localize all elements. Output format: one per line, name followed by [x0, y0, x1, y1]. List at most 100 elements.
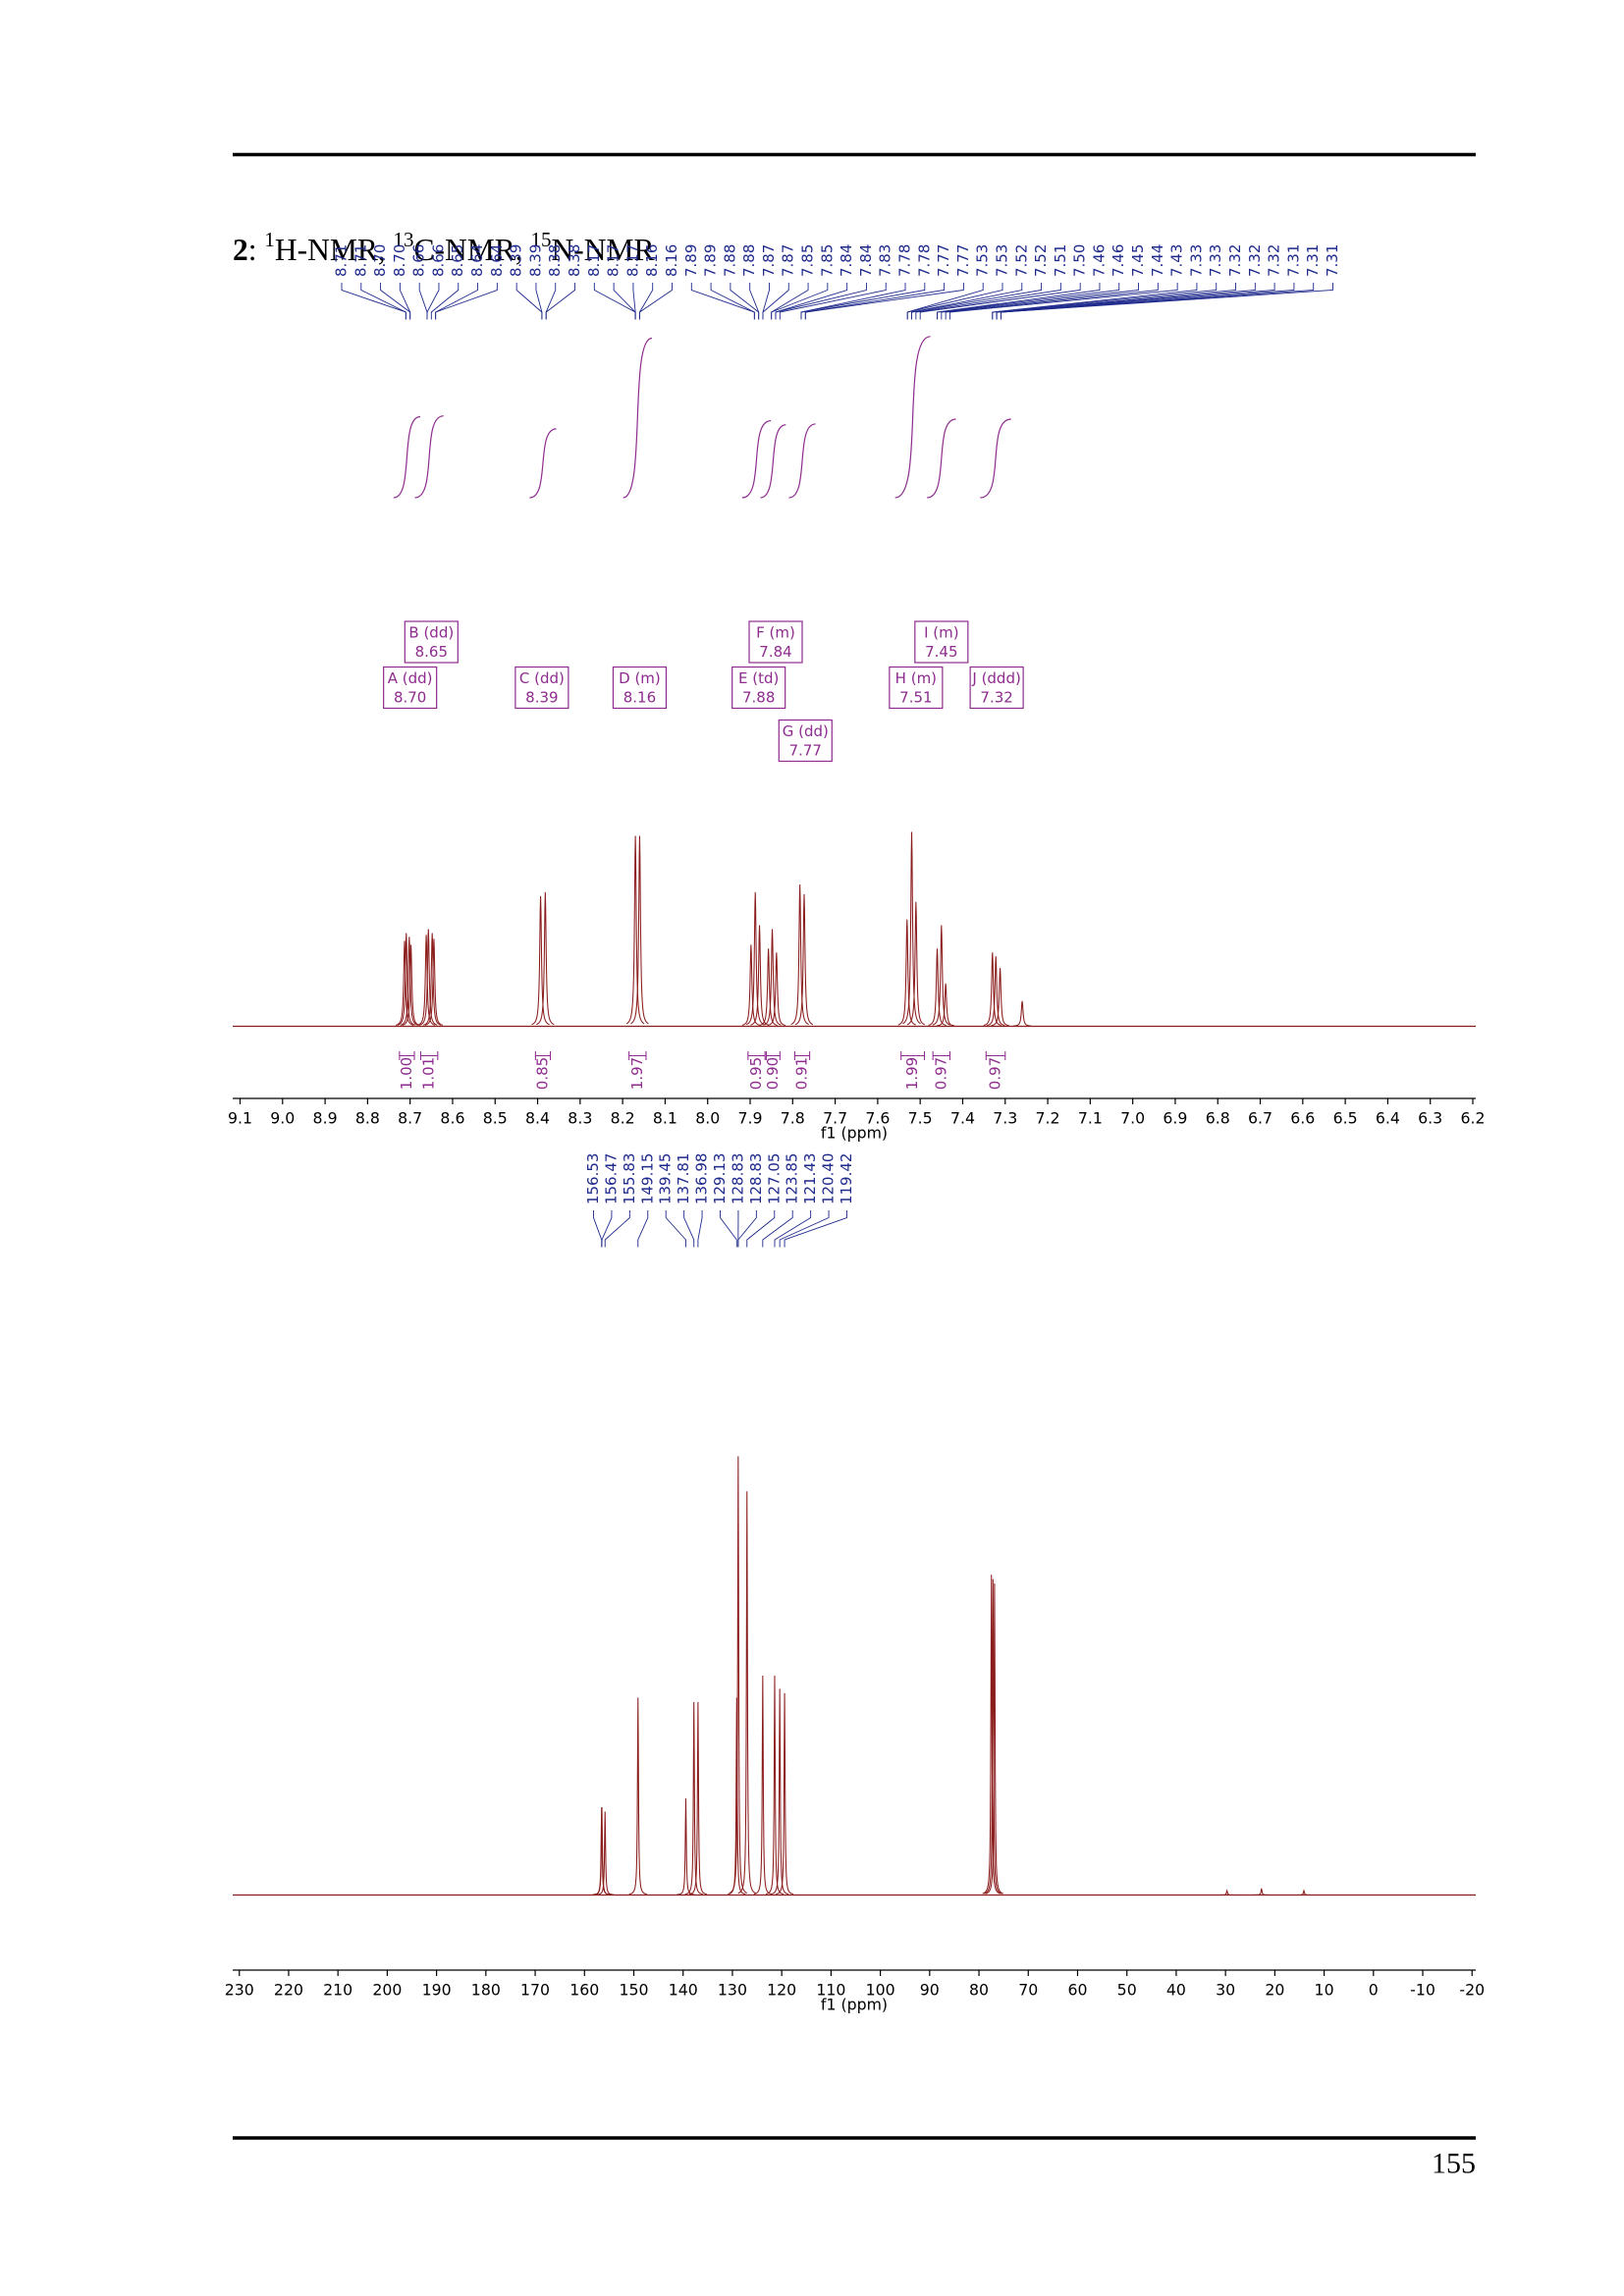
peak-label: 8.71	[332, 244, 350, 277]
multiplet-shift: 8.39	[525, 689, 558, 707]
peak	[416, 934, 436, 1026]
integral-bracket	[534, 1051, 552, 1061]
peak	[596, 1811, 615, 1896]
peak-label-connector	[945, 283, 1159, 320]
title-part: H-NMR,	[275, 233, 394, 267]
x-tick-label: 210	[323, 1980, 352, 1999]
peak-label-connector	[992, 283, 1218, 320]
x-tick-label: 6.8	[1206, 1109, 1230, 1128]
multiplet-box	[914, 620, 969, 664]
peak	[737, 1491, 756, 1895]
x-tick-label: 130	[718, 1980, 747, 1999]
peak-label: 8.66	[410, 244, 428, 277]
peak-label-connector	[749, 283, 760, 320]
peak-label: 7.53	[993, 244, 1010, 277]
peak	[1294, 1889, 1313, 1896]
peak-label: 139.45	[657, 1153, 675, 1204]
x-tick-label: 7.6	[865, 1109, 890, 1128]
peak-label: 7.32	[1246, 244, 1264, 277]
peak-label: 128.83	[729, 1153, 746, 1204]
multiplet-shift: 7.88	[742, 689, 775, 707]
peak-label: 149.15	[638, 1153, 656, 1204]
title-part: C-NMR,	[414, 233, 531, 267]
peak-label: 7.33	[1207, 244, 1224, 277]
peak-label-connector	[601, 1210, 613, 1248]
peak-label: 8.38	[566, 244, 583, 277]
integral-curve	[623, 337, 653, 499]
peak-label: 8.70	[391, 244, 408, 277]
peak-label: 8.38	[546, 244, 564, 277]
peak	[677, 1798, 695, 1896]
integral-label: 1.99	[903, 1057, 921, 1090]
peak-label-connector	[996, 283, 1236, 320]
multiplet-shift: 7.84	[759, 643, 791, 661]
peak-label: 8.70	[371, 244, 389, 277]
peak-label-connector	[545, 283, 575, 320]
peak	[684, 1701, 703, 1896]
integral-curve	[980, 418, 1011, 499]
peak-label: 7.77	[935, 244, 952, 277]
peak	[729, 1456, 748, 1894]
peak-label: 155.83	[621, 1153, 638, 1204]
peak-label-connector	[779, 1210, 830, 1248]
x-tick-label: 8.4	[525, 1109, 550, 1128]
peak	[746, 891, 765, 1026]
peak-label: 7.78	[915, 244, 933, 277]
peak	[402, 944, 420, 1026]
peak	[424, 938, 444, 1026]
peak-label-connector	[593, 283, 636, 320]
peak-label-connector	[996, 283, 1275, 320]
peak	[1252, 1888, 1271, 1896]
integral-curve	[894, 336, 931, 499]
peak-label-connector	[430, 283, 460, 320]
peak	[902, 831, 921, 1025]
integral-label: 1.01	[420, 1057, 438, 1090]
multiplet-name: G (dd)	[783, 722, 829, 740]
peak-label-connector	[515, 283, 543, 320]
peak-label: 7.89	[682, 244, 700, 277]
peak	[397, 933, 415, 1026]
multiplet-name: F (m)	[756, 624, 795, 642]
peak-label-connector	[919, 283, 1081, 320]
peak-label: 7.88	[721, 244, 738, 277]
peak-label-connector	[737, 1210, 757, 1248]
peak-label: 7.87	[780, 244, 797, 277]
x-tick-label: 8.7	[398, 1109, 422, 1128]
peak-label: 7.32	[1266, 244, 1283, 277]
peak-label-connector	[775, 283, 848, 320]
peak-label-connector	[1000, 283, 1333, 320]
peak-label: 8.39	[508, 244, 525, 277]
peak-label-connector	[639, 283, 673, 320]
peak	[625, 835, 645, 1025]
x-tick-label: 8.2	[611, 1109, 635, 1128]
peak	[395, 940, 414, 1026]
x-tick-label: 8.1	[653, 1109, 677, 1128]
peak-label: 7.31	[1284, 244, 1302, 277]
multiplet-name: A (dd)	[388, 669, 433, 687]
peak	[419, 929, 438, 1026]
peak-label: 7.52	[1032, 244, 1050, 277]
peak-label-connector	[665, 1210, 686, 1248]
peak-label-connector	[720, 1210, 737, 1248]
peak-label: 7.51	[1052, 244, 1069, 277]
x-tick-label: 6.7	[1248, 1109, 1272, 1128]
peak-label-connector	[697, 1210, 703, 1248]
peak-label: 7.77	[954, 244, 972, 277]
x-tick-label: 0	[1369, 1980, 1379, 1999]
integral-label: 1.00	[398, 1057, 415, 1090]
peak-label-connector	[762, 1210, 793, 1248]
x-tick-label: 120	[767, 1980, 796, 1999]
peak-label: 128.83	[747, 1153, 765, 1204]
integral-curve	[529, 428, 557, 499]
integral-label: 0.90	[764, 1057, 782, 1090]
peak	[592, 1807, 612, 1896]
peak-label: 8.64	[468, 244, 486, 277]
x-tick-label: 160	[569, 1980, 599, 1999]
x-tick-label: 8.8	[355, 1109, 380, 1128]
peak	[897, 919, 916, 1026]
peak-label: 7.87	[760, 244, 778, 277]
title-part: 13	[394, 228, 414, 251]
integral-bracket	[747, 1051, 766, 1061]
peak-label: 7.31	[1304, 244, 1322, 277]
title-part: 2	[233, 233, 248, 267]
